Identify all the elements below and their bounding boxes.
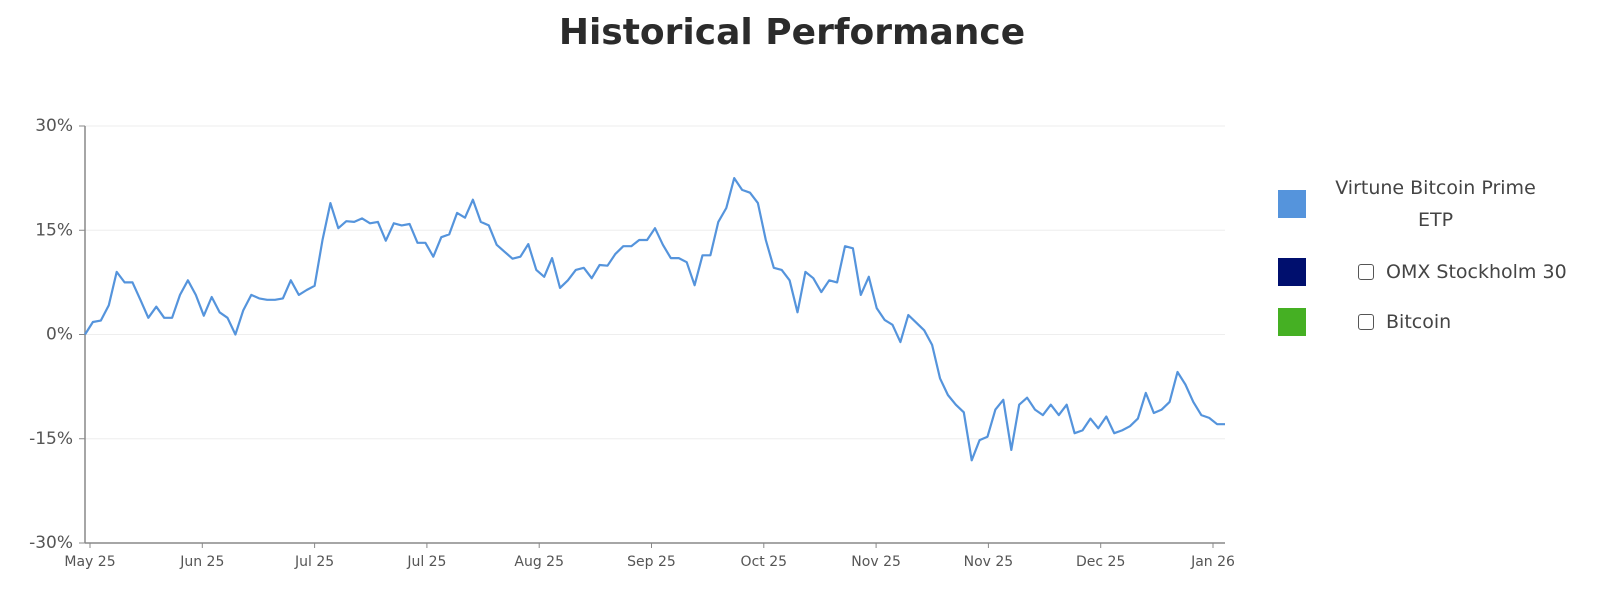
x-tick-label: Jun 25	[179, 554, 224, 570]
x-tick-label: Jul 25	[294, 554, 334, 570]
y-tick-label: -30%	[29, 533, 73, 553]
legend-label: Virtune Bitcoin Prime ETP	[1335, 177, 1536, 231]
legend-swatch	[1278, 308, 1306, 336]
legend-swatch	[1278, 190, 1306, 218]
legend-item: Bitcoin	[1278, 308, 1578, 336]
y-tick-label: 30%	[35, 116, 73, 136]
x-tick-label: Jul 25	[406, 554, 446, 570]
chart-title: Historical Performance	[559, 12, 1025, 53]
checkbox[interactable]	[1358, 314, 1374, 330]
checkbox[interactable]	[1358, 264, 1374, 280]
x-tick-label: Dec 25	[1076, 554, 1125, 570]
line	[84, 177, 1225, 462]
y-tick-label: 0%	[46, 325, 73, 345]
legend-label: OMX Stockholm 30	[1386, 261, 1567, 283]
x-tick-label: May 25	[64, 554, 115, 570]
legend: Virtune Bitcoin Prime ETP OMX Stockholm 3…	[1278, 172, 1578, 358]
x-tick-label: Sep 25	[627, 554, 676, 570]
y-tick-label: -15%	[29, 429, 73, 449]
x-tick-label: Aug 25	[514, 554, 564, 570]
legend-item: OMX Stockholm 30	[1278, 258, 1578, 286]
y-tick-label: 15%	[35, 220, 73, 240]
x-tick-label: Jan 26	[1190, 554, 1235, 570]
x-tick-label: Oct 25	[741, 554, 787, 570]
legend-item: Virtune Bitcoin Prime ETP	[1278, 172, 1578, 236]
x-tick-label: Nov 25	[851, 554, 901, 570]
legend-swatch	[1278, 258, 1306, 286]
legend-label: Bitcoin	[1386, 311, 1452, 333]
x-tick-label: Nov 25	[964, 554, 1014, 570]
